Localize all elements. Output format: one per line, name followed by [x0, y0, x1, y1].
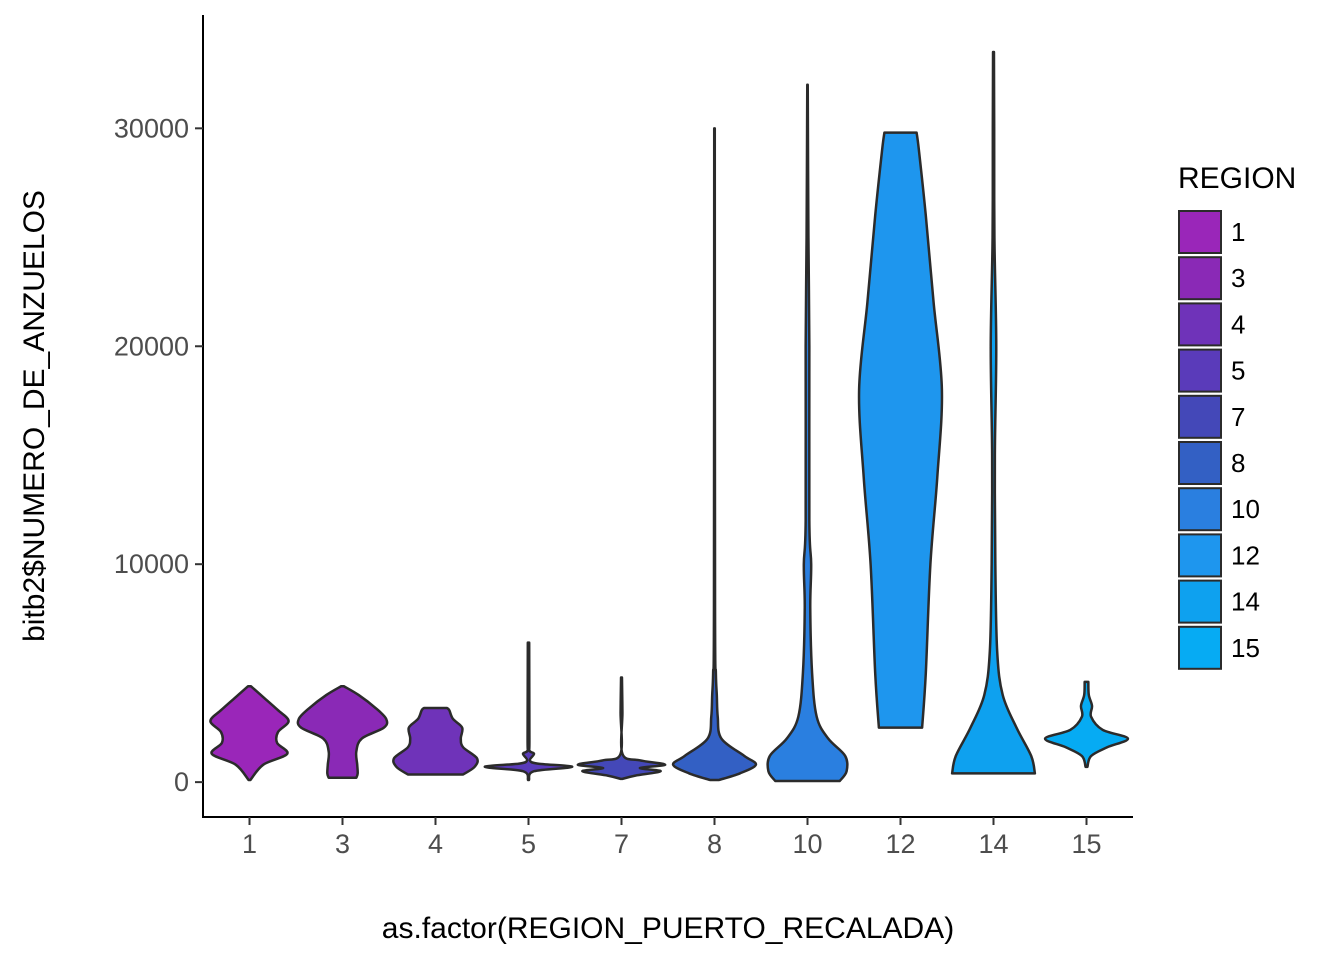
legend-label-1: 1: [1231, 217, 1245, 247]
violin-14: [950, 50, 1037, 775]
legend-swatch-12: [1178, 533, 1222, 578]
x-tick-label: 10: [792, 829, 822, 859]
x-tick-label: 12: [885, 829, 915, 859]
y-tick-label: 10000: [114, 549, 189, 579]
violin-15: [1043, 680, 1130, 769]
legend-swatch-14: [1178, 579, 1222, 624]
y-tick-label: 20000: [114, 331, 189, 361]
legend-swatch-1: [1178, 210, 1222, 254]
y-tick-label: 0: [174, 767, 189, 797]
y-axis-title: bitb2$NUMERO_DE_ANZUELOS: [18, 190, 51, 642]
violin-5: [483, 641, 574, 782]
x-tick-label: 3: [335, 829, 350, 859]
legend-swatch-7: [1178, 394, 1222, 439]
x-tick-label: 4: [428, 829, 443, 859]
legend-swatch-8: [1178, 441, 1222, 485]
violin-10: [766, 83, 849, 783]
violin-layer: [209, 50, 1130, 783]
x-tick-label: 7: [614, 829, 629, 859]
legend-swatch-4: [1178, 302, 1222, 347]
y-tick-label: 30000: [114, 113, 189, 143]
x-tick-label: 15: [1071, 829, 1101, 859]
legend-label-3: 3: [1231, 263, 1245, 293]
legend-title: REGION: [1178, 162, 1296, 195]
x-tick-label: 14: [978, 829, 1008, 859]
x-tick-label: 5: [521, 829, 536, 859]
legend-label-12: 12: [1231, 540, 1260, 570]
violin-4: [392, 706, 479, 776]
legend-label-7: 7: [1231, 402, 1245, 432]
legend-label-10: 10: [1231, 494, 1260, 524]
legend-swatch-5: [1178, 348, 1222, 393]
x-tick-label: 1: [242, 829, 257, 859]
y-ticks: 0 10000 20000 30000: [114, 113, 203, 797]
legend-label-5: 5: [1231, 356, 1245, 386]
legend-items: 1 3 4 5 7 8 10 12 14 15: [1178, 210, 1260, 670]
violin-8: [671, 127, 758, 782]
x-ticks: 1 3 4 5 7 8 10 12 14 15: [242, 817, 1102, 859]
violin-12: [857, 131, 944, 729]
legend-label-8: 8: [1231, 448, 1245, 478]
violin-1: [209, 684, 290, 782]
legend-label-14: 14: [1231, 587, 1260, 617]
legend: REGION 1 3 4 5 7 8 10 12 14 15: [1178, 162, 1296, 670]
x-axis-title: as.factor(REGION_PUERTO_RECALADA): [382, 912, 954, 945]
legend-label-15: 15: [1231, 633, 1260, 663]
legend-label-4: 4: [1231, 309, 1245, 339]
legend-swatch-10: [1178, 487, 1222, 532]
violin-7: [576, 676, 667, 781]
x-tick-label: 8: [707, 829, 722, 859]
legend-swatch-15: [1178, 625, 1222, 670]
legend-swatch-3: [1178, 256, 1222, 301]
violin-3: [296, 684, 389, 780]
